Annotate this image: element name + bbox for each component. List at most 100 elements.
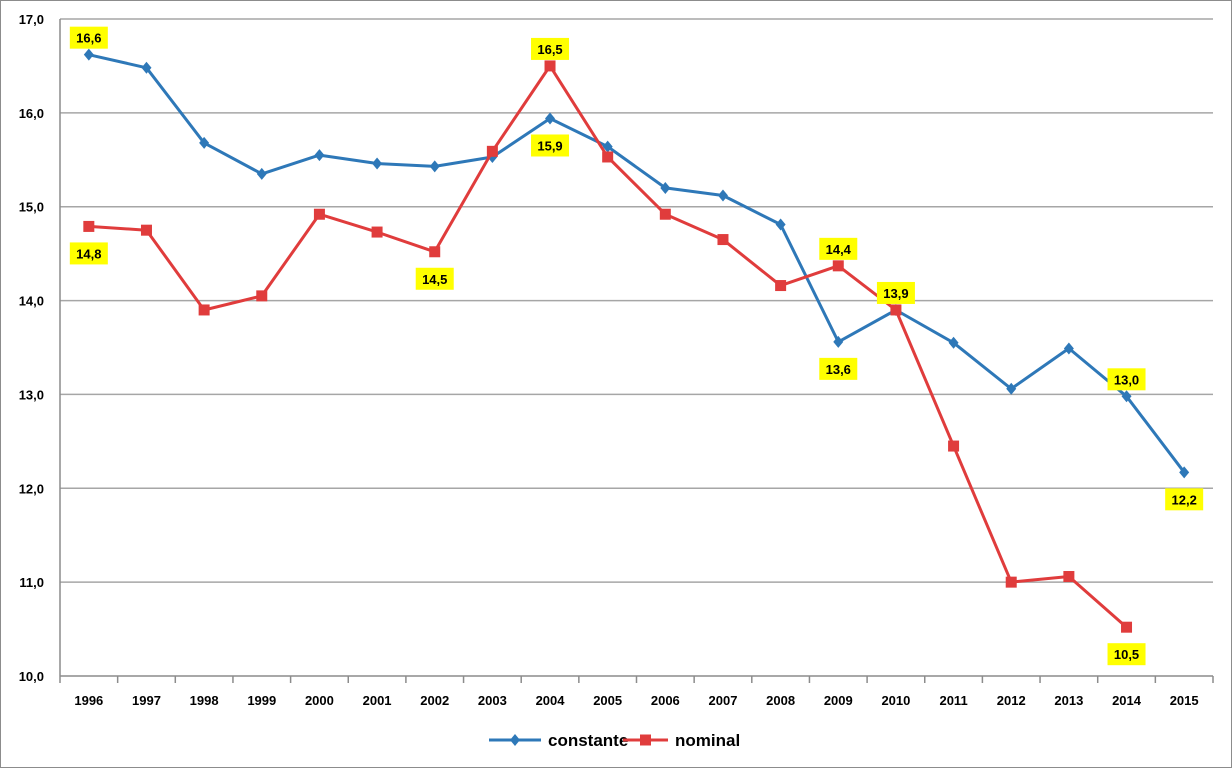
x-tick-label: 1999 (247, 693, 276, 708)
x-tick-label: 2015 (1170, 693, 1199, 708)
x-tick-label: 2008 (766, 693, 795, 708)
y-tick-label: 10,0 (19, 669, 44, 684)
constante-point (314, 149, 325, 162)
series-lines (83, 48, 1190, 633)
y-tick-label: 12,0 (19, 481, 44, 496)
x-tick-label: 2012 (997, 693, 1026, 708)
x-tick-label: 2010 (881, 693, 910, 708)
constante-point (775, 218, 786, 231)
data-label: 10,5 (1107, 643, 1146, 666)
data-label: 14,8 (69, 242, 108, 265)
data-label: 14,4 (819, 237, 858, 260)
data-label-bg (876, 281, 915, 304)
nominal-point (1005, 576, 1017, 588)
nominal-point (198, 304, 210, 316)
x-tick-label: 2002 (420, 693, 449, 708)
data-label-text: 13,0 (1114, 372, 1139, 387)
constante-point (1179, 466, 1190, 479)
constante-point (141, 61, 152, 74)
constante-point (1006, 382, 1017, 395)
data-label-text: 12,2 (1172, 492, 1197, 507)
legend-item-constante: constante (489, 731, 628, 750)
constante-point (256, 167, 267, 180)
data-label-text: 16,5 (537, 42, 562, 57)
nominal-point (1121, 621, 1133, 633)
constante-point (602, 140, 613, 153)
nominal-point (890, 304, 902, 316)
x-tick-label: 1998 (190, 693, 219, 708)
nominal-point (659, 208, 671, 220)
nominal-point (83, 220, 95, 232)
axes: 10,0 11,0 12,0 13,0 14,0 15,0 16,0 17,0 1996 1997… (19, 12, 1214, 708)
data-label-bg (819, 357, 858, 380)
nominal-point (544, 60, 556, 72)
nominal-point (140, 224, 152, 236)
data-label-bg (1165, 488, 1204, 511)
constante-point (948, 336, 959, 349)
y-tick-label: 13,0 (19, 387, 44, 402)
y-tick-label: 16,0 (19, 106, 44, 121)
nominal-point (313, 208, 325, 220)
legend-label-nominal: nominal (675, 731, 740, 750)
constante-point (1063, 342, 1074, 355)
data-label-bg (69, 26, 108, 49)
constante-point (717, 189, 728, 202)
data-label-text: 14,5 (422, 272, 447, 287)
x-tick-label: 2007 (709, 693, 738, 708)
x-tick-label: 2011 (939, 693, 967, 708)
constante-point (83, 48, 94, 61)
data-label-text: 10,5 (1114, 647, 1139, 662)
x-tick-label: 2013 (1054, 693, 1083, 708)
series-nominal (83, 60, 1133, 633)
data-label-text: 15,9 (537, 138, 562, 153)
data-labels: 16,6 15,9 13,6 13,0 12,2 14,8 14,5 16,5 14,4 13,9… (69, 26, 1204, 666)
data-label-text: 16,6 (76, 31, 101, 46)
x-tick-label: 2000 (305, 693, 334, 708)
data-label: 13,6 (819, 357, 858, 380)
x-tick-label: 1997 (132, 693, 161, 708)
y-tick-label: 11,0 (19, 575, 44, 590)
data-label-text: 13,9 (883, 286, 908, 301)
data-label: 16,5 (531, 37, 570, 60)
legend-marker-nominal (640, 734, 651, 746)
constante-point (372, 157, 383, 170)
nominal-point (1063, 571, 1075, 583)
x-tick-label: 2004 (536, 693, 566, 708)
nominal-point (717, 234, 729, 246)
data-label: 13,9 (876, 281, 915, 304)
data-label: 15,9 (531, 134, 570, 157)
data-label-bg (531, 134, 570, 157)
nominal-point (371, 226, 383, 238)
data-label-bg (819, 237, 858, 260)
series-line-constante (88, 53, 1186, 474)
data-label-text: 13,6 (826, 362, 851, 377)
legend: constante nominal (489, 731, 740, 750)
data-label-bg (1107, 368, 1146, 391)
constante-point (199, 136, 210, 149)
data-label-bg (1107, 643, 1146, 666)
nominal-point (486, 145, 498, 157)
data-label: 14,5 (415, 267, 454, 290)
data-label: 12,2 (1165, 488, 1204, 511)
nominal-point (948, 440, 960, 452)
constante-point (1121, 390, 1132, 403)
constante-point (833, 335, 844, 348)
nominal-point (832, 260, 844, 272)
x-tick-label: 2006 (651, 693, 680, 708)
constante-point (660, 181, 671, 194)
x-tick-label: 2001 (363, 693, 392, 708)
nominal-point (775, 280, 787, 292)
constante-point (429, 160, 440, 173)
x-tick-label: 2005 (593, 693, 622, 708)
data-label-bg (531, 37, 570, 60)
constante-point (545, 112, 556, 125)
y-tick-label: 15,0 (19, 200, 44, 215)
data-label: 13,0 (1107, 368, 1146, 391)
nominal-point (602, 151, 614, 163)
data-label-bg (415, 267, 454, 290)
y-tick-label: 17,0 (19, 12, 44, 27)
nominal-point (256, 290, 268, 302)
data-label-text: 14,8 (76, 246, 101, 261)
